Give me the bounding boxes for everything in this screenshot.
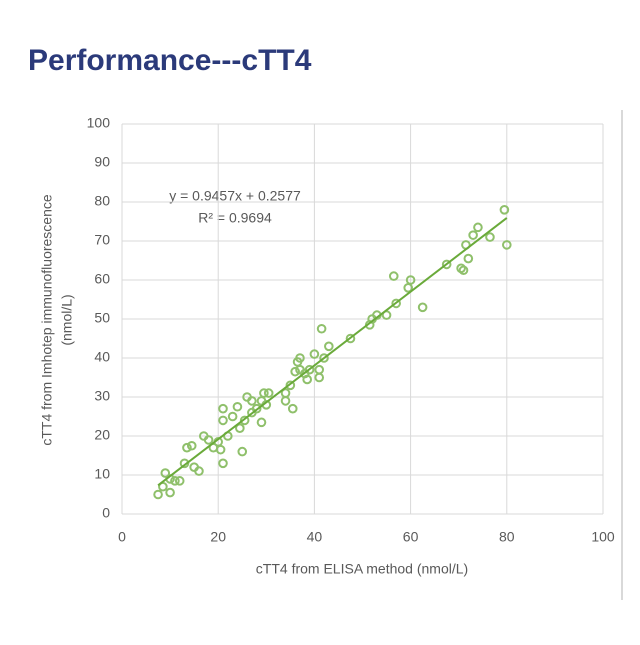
point bbox=[388, 271, 399, 281]
point bbox=[314, 364, 325, 375]
point bbox=[186, 440, 197, 451]
point bbox=[247, 396, 257, 406]
y-tick-label: 60 bbox=[94, 271, 110, 287]
point bbox=[295, 353, 305, 363]
point bbox=[153, 489, 163, 500]
x-tick-label: 60 bbox=[403, 529, 419, 545]
point bbox=[280, 388, 291, 398]
point bbox=[239, 415, 250, 426]
y-tick-label: 90 bbox=[94, 154, 110, 170]
point bbox=[218, 458, 228, 469]
point bbox=[290, 366, 300, 377]
point bbox=[309, 349, 320, 359]
r-squared: R² = 0.9694 bbox=[198, 210, 272, 226]
point bbox=[237, 446, 248, 457]
point bbox=[165, 487, 175, 498]
point bbox=[502, 240, 512, 250]
y-tick-label: 50 bbox=[94, 310, 110, 326]
y-tick-label: 80 bbox=[94, 193, 110, 209]
point bbox=[463, 253, 474, 264]
point bbox=[256, 417, 267, 428]
point bbox=[417, 302, 428, 313]
y-tick-label: 20 bbox=[94, 427, 110, 443]
point bbox=[259, 388, 269, 398]
point bbox=[182, 442, 192, 453]
point bbox=[174, 476, 185, 486]
x-tick-label: 40 bbox=[307, 529, 323, 545]
y-tick-label: 0 bbox=[102, 505, 110, 521]
equation: y = 0.9457x + 0.2577 bbox=[169, 188, 301, 204]
point bbox=[218, 403, 228, 414]
point bbox=[160, 468, 171, 478]
point bbox=[285, 380, 296, 391]
point bbox=[468, 230, 478, 240]
x-tick-label: 100 bbox=[591, 529, 615, 545]
point bbox=[263, 388, 274, 398]
point bbox=[441, 259, 452, 270]
point bbox=[304, 364, 315, 375]
point bbox=[345, 333, 356, 344]
point bbox=[170, 476, 180, 486]
point bbox=[215, 444, 226, 455]
x-tick-label: 20 bbox=[210, 529, 226, 545]
trendline bbox=[157, 217, 508, 487]
point bbox=[485, 232, 495, 242]
point bbox=[319, 353, 329, 363]
point bbox=[499, 205, 510, 215]
x-axis-title: cTT4 from ELISA method (nmol/L) bbox=[256, 561, 468, 577]
point bbox=[458, 265, 469, 276]
point bbox=[287, 403, 298, 414]
point bbox=[218, 415, 228, 426]
x-tick-label: 80 bbox=[499, 529, 515, 545]
point bbox=[194, 466, 204, 476]
y-tick-label: 70 bbox=[94, 232, 110, 248]
point bbox=[251, 403, 262, 414]
point bbox=[391, 298, 401, 309]
point bbox=[324, 341, 334, 352]
point bbox=[235, 423, 245, 434]
point bbox=[316, 323, 327, 334]
y-tick-label: 10 bbox=[94, 466, 110, 482]
point bbox=[227, 411, 238, 422]
chart-title: Performance---cTT4 bbox=[28, 44, 312, 77]
point bbox=[314, 372, 325, 383]
y-axis-title: (nmol/L) bbox=[59, 294, 75, 345]
point bbox=[232, 401, 243, 412]
y-axis-title: cTT4 from Imhotep immunofluorescence bbox=[39, 194, 55, 446]
x-tick-label: 0 bbox=[118, 529, 126, 545]
point bbox=[302, 374, 312, 385]
point bbox=[280, 396, 291, 406]
point bbox=[473, 222, 483, 233]
y-tick-label: 100 bbox=[87, 115, 111, 131]
point bbox=[405, 275, 416, 285]
point bbox=[203, 435, 214, 445]
y-tick-label: 30 bbox=[94, 388, 110, 404]
y-tick-label: 40 bbox=[94, 349, 110, 365]
